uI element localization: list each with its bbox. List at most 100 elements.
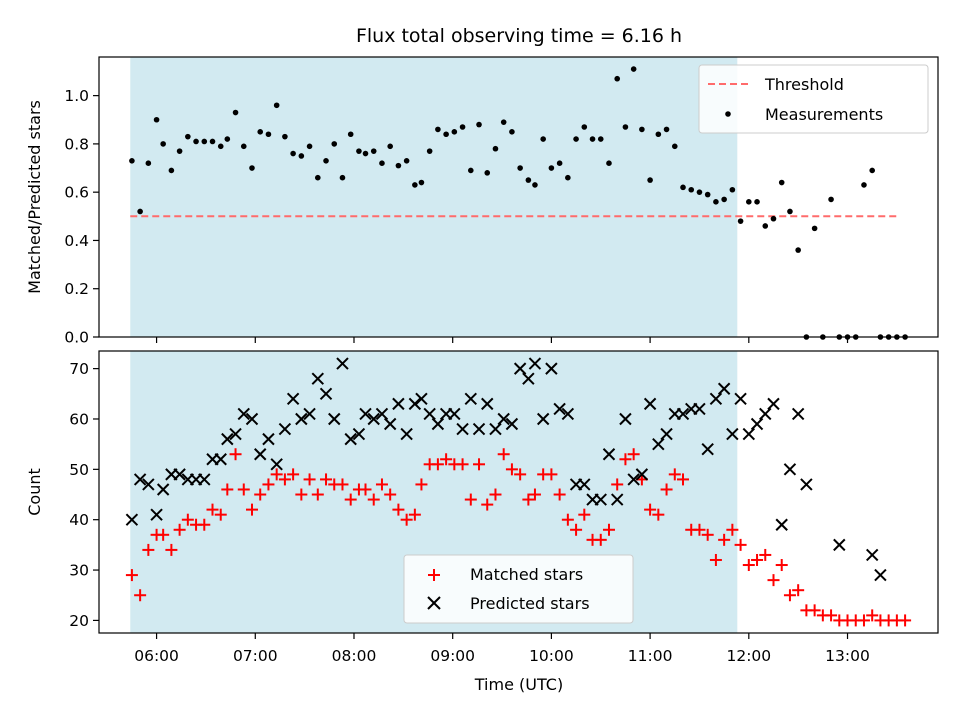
measurement-point <box>525 177 532 183</box>
predicted-star-marker <box>635 468 649 481</box>
predicted-star-marker <box>701 442 714 456</box>
matched-star-marker <box>245 503 258 516</box>
predicted-star-marker <box>513 362 527 375</box>
matched-star-marker <box>751 553 764 566</box>
predicted-star-stroke <box>717 382 731 395</box>
chart-title: Flux total observing time = 6.16 h <box>356 25 682 47</box>
predicted-star-stroke <box>464 392 477 406</box>
matched-star-marker <box>278 473 291 486</box>
matched-star-marker <box>792 584 805 597</box>
predicted-star-stroke <box>561 407 575 421</box>
matched-star-marker <box>198 518 211 531</box>
measurement-point <box>680 184 686 191</box>
measurement-point <box>548 165 555 171</box>
matched-star-marker <box>456 458 469 471</box>
predicted-star-stroke <box>578 478 591 491</box>
matched-star-marker <box>336 478 349 491</box>
matched-star-marker <box>229 448 242 461</box>
measurement-point <box>532 182 538 188</box>
measurement-point <box>540 136 546 142</box>
top-axes-frame <box>98 56 939 338</box>
top-shaded-region <box>130 57 738 337</box>
measurement-point <box>622 124 629 130</box>
predicted-star-marker <box>619 412 632 426</box>
predicted-star-stroke <box>602 448 616 461</box>
measurement-point <box>459 124 466 130</box>
predicted-star-marker <box>150 508 163 521</box>
measurement-point <box>606 160 612 167</box>
predicted-star-stroke <box>709 392 723 406</box>
bottom-legend-predicted-label: Predicted stars <box>470 594 590 613</box>
predicted-star-marker <box>133 473 147 486</box>
measurement-point <box>314 174 321 181</box>
measurement-point <box>379 160 385 167</box>
predicted-star-marker <box>278 422 292 436</box>
bottom-x-ticks: 06:00 07:00 08:00 09:00 10:00 11:00 12:00 13:00 <box>134 633 870 665</box>
predicted-star-marker <box>759 407 772 421</box>
matched-star-marker <box>783 589 796 602</box>
measurement-point <box>201 138 208 145</box>
matched-star-marker <box>375 478 388 491</box>
measurement-point <box>240 143 247 150</box>
matched-star-marker <box>497 448 510 461</box>
predicted-star-marker <box>295 412 308 426</box>
measurement-point <box>290 150 296 157</box>
matched-star-marker <box>668 468 681 481</box>
predicted-star-stroke <box>489 422 502 436</box>
matched-star-marker <box>262 478 275 491</box>
measurement-point <box>655 131 662 138</box>
matched-star-marker <box>431 458 444 471</box>
predicted-star-marker <box>522 372 535 385</box>
measurement-point <box>573 136 579 142</box>
predicted-star-stroke <box>142 478 155 491</box>
predicted-star-marker <box>245 412 259 426</box>
predicted-star-stroke <box>750 417 764 431</box>
measurement-point <box>443 131 449 138</box>
predicted-star-marker <box>431 417 445 431</box>
matched-star-marker <box>254 488 267 501</box>
measurement-point <box>362 150 369 157</box>
measurement-point <box>778 179 785 186</box>
predicted-star-marker <box>400 427 413 441</box>
measurement-point <box>282 133 288 140</box>
matched-star-marker <box>311 488 324 501</box>
predicted-star-marker <box>505 417 519 431</box>
matched-star-marker <box>206 503 219 516</box>
matched-star-marker <box>767 574 780 587</box>
measurement-point <box>614 75 621 82</box>
bottom-y-ticks: 20 30 40 50 60 70 <box>69 360 99 630</box>
bottom-xtick-label: 09:00 <box>430 647 475 665</box>
matched-star-marker <box>415 478 428 491</box>
predicted-star-stroke <box>610 493 624 506</box>
predicted-star-marker <box>328 412 341 426</box>
matched-star-marker <box>561 513 574 526</box>
predicted-star-marker <box>311 372 325 385</box>
bottom-ytick-label: 20 <box>69 612 89 630</box>
predicted-star-stroke <box>173 468 186 481</box>
predicted-star-marker <box>408 397 422 411</box>
measurement-point <box>347 131 354 138</box>
matched-star-marker <box>142 543 155 556</box>
bottom-ytick-label: 50 <box>69 461 89 479</box>
matched-star-marker <box>165 543 178 556</box>
matched-star-marker <box>303 473 316 486</box>
predicted-star-marker <box>142 478 155 491</box>
predicted-star-stroke <box>865 548 879 562</box>
matched-star-marker <box>295 488 308 501</box>
measurement-point <box>647 177 653 183</box>
predicted-star-stroke <box>775 518 788 531</box>
measurement-point <box>387 143 393 150</box>
predicted-star-stroke <box>133 473 147 486</box>
predicted-star-marker <box>319 387 333 401</box>
measurement-point <box>869 167 875 174</box>
predicted-star-stroke <box>319 387 333 401</box>
predicted-star-stroke <box>254 448 267 461</box>
top-ytick-label: 1.0 <box>64 87 89 105</box>
measurement-point <box>770 215 777 222</box>
predicted-star-stroke <box>635 468 649 481</box>
matched-star-marker <box>899 614 912 627</box>
measurement-point <box>704 191 711 198</box>
predicted-star-marker <box>448 407 461 421</box>
predicted-star-stroke <box>408 397 422 411</box>
matched-star-marker <box>214 508 227 521</box>
